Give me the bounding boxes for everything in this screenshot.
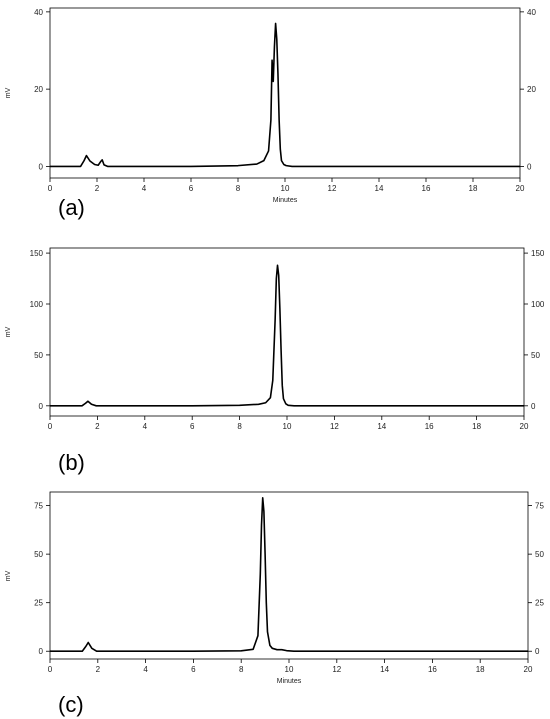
x-tick-label: 6	[189, 184, 194, 193]
y-tick-label: 25	[34, 599, 43, 608]
x-tick-label: 18	[476, 665, 485, 674]
y-tick-label: 100	[30, 300, 44, 309]
x-tick-label: 16	[425, 422, 434, 431]
x-tick-label: 20	[516, 184, 525, 193]
x-tick-label: 4	[143, 665, 148, 674]
chart-panel-3: 0 2 4 6 8 10 12 14 16 18 2002550750255075mVMinutes…	[5, 491, 544, 717]
right-y-tick-label: 0	[535, 647, 540, 656]
y-tick-label: 20	[34, 85, 43, 94]
plot-frame	[49, 7, 521, 179]
x-tick-label: 18	[472, 422, 481, 431]
x-tick-label: 2	[96, 665, 101, 674]
panel-label: (a)	[58, 195, 85, 220]
y-axis-title: mV	[5, 570, 12, 581]
y-tick-label: 0	[39, 402, 44, 411]
y-tick-label: 50	[34, 550, 43, 559]
x-tick-label: 18	[469, 184, 478, 193]
plot-frame	[49, 247, 525, 417]
right-y-tick-label: 75	[535, 502, 544, 511]
x-tick-label: 8	[237, 422, 242, 431]
plot-frame	[49, 491, 529, 660]
chart-panel-1: 0 2 4 6 8 10 12 14 16 18 20 0 20 40 0 20 40 mV Minutes (a)	[5, 7, 536, 220]
right-y-tick-label: 25	[535, 599, 544, 608]
x-tick-label: 12	[330, 422, 339, 431]
x-tick-label: 0	[48, 184, 53, 193]
x-axis-title: Minutes	[273, 197, 298, 204]
x-tick-label: 12	[332, 665, 341, 674]
x-tick-label: 6	[190, 422, 195, 431]
y-tick-label: 75	[34, 502, 43, 511]
x-tick-label: 16	[428, 665, 437, 674]
y-tick-label: 40	[34, 8, 43, 17]
x-tick-label: 20	[520, 422, 529, 431]
x-tick-label: 2	[95, 184, 100, 193]
x-tick-label: 4	[143, 422, 148, 431]
x-tick-label: 0	[48, 422, 53, 431]
y-tick-label: 0	[39, 162, 44, 171]
chromatogram-trace	[50, 497, 528, 653]
x-tick-label: 12	[328, 184, 337, 193]
chromatogram-trace	[50, 264, 524, 407]
y-axis-title: mV	[5, 87, 12, 98]
x-tick-label: 14	[380, 665, 389, 674]
chromatogram-trace	[50, 22, 520, 168]
right-y-tick-label: 100	[531, 300, 545, 309]
chart-panel-2: 0 2 4 6 8 10 12 14 16 18 20 0 50 100 150 0 50 100 150 mV (b)	[5, 247, 545, 475]
x-tick-label: 14	[377, 422, 386, 431]
y-axis-title: mV	[5, 326, 12, 337]
y-tick-label: 50	[34, 351, 43, 360]
right-y-tick-label: 0	[531, 402, 536, 411]
right-y-tick-label: 50	[535, 550, 544, 559]
x-tick-label: 16	[422, 184, 431, 193]
right-y-tick-label: 40	[527, 8, 536, 17]
x-tick-label: 8	[236, 184, 241, 193]
right-y-tick-label: 150	[531, 249, 545, 258]
x-tick-label: 8	[239, 665, 244, 674]
right-y-tick-label: 50	[531, 351, 540, 360]
x-axis-title: Minutes	[277, 678, 302, 685]
x-tick-label: 10	[285, 665, 294, 674]
right-y-tick-label: 20	[527, 85, 536, 94]
x-tick-label: 10	[283, 422, 292, 431]
x-tick-label: 14	[375, 184, 384, 193]
y-tick-label: 0	[39, 647, 44, 656]
panel-label: (c)	[58, 692, 84, 717]
x-tick-label: 10	[281, 184, 290, 193]
x-tick-label: 6	[191, 665, 196, 674]
x-tick-label: 20	[524, 665, 533, 674]
x-tick-label: 2	[95, 422, 100, 431]
y-tick-label: 150	[30, 249, 44, 258]
x-tick-label: 0	[48, 665, 53, 674]
right-y-tick-label: 0	[527, 162, 532, 171]
panel-label: (b)	[58, 450, 85, 475]
x-tick-label: 4	[142, 184, 147, 193]
